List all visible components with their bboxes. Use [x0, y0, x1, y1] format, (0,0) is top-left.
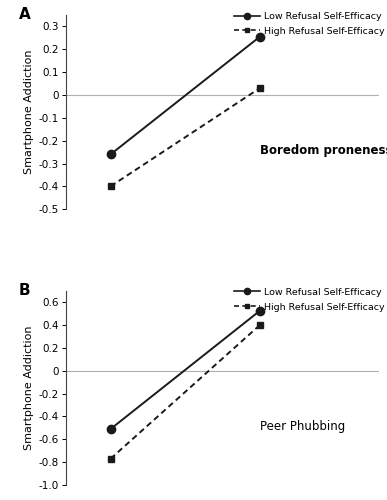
- Legend: Low Refusal Self-Efficacy, High Refusal Self-Efficacy: Low Refusal Self-Efficacy, High Refusal …: [233, 288, 384, 312]
- Text: Boredom proneness: Boredom proneness: [260, 144, 387, 158]
- Text: B: B: [19, 283, 31, 298]
- Y-axis label: Smartphone Addiction: Smartphone Addiction: [24, 50, 34, 174]
- Text: Peer Phubbing: Peer Phubbing: [260, 420, 345, 433]
- Text: A: A: [19, 7, 31, 22]
- Y-axis label: Smartphone Addiction: Smartphone Addiction: [24, 326, 34, 450]
- Legend: Low Refusal Self-Efficacy, High Refusal Self-Efficacy: Low Refusal Self-Efficacy, High Refusal …: [233, 12, 384, 36]
